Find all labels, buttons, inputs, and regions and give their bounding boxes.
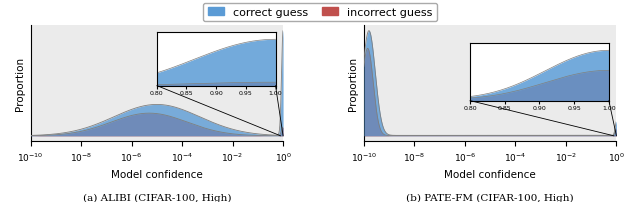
X-axis label: Model confidence: Model confidence — [111, 169, 203, 179]
Y-axis label: Proportion: Proportion — [15, 57, 25, 111]
X-axis label: Model confidence: Model confidence — [444, 169, 536, 179]
Text: (b) PATE-FM (CIFAR-100, High): (b) PATE-FM (CIFAR-100, High) — [406, 193, 574, 202]
Y-axis label: Proportion: Proportion — [348, 57, 358, 111]
Text: (a) ALIBI (CIFAR-100, High): (a) ALIBI (CIFAR-100, High) — [83, 193, 231, 202]
Legend: correct guess, incorrect guess: correct guess, incorrect guess — [203, 3, 437, 22]
